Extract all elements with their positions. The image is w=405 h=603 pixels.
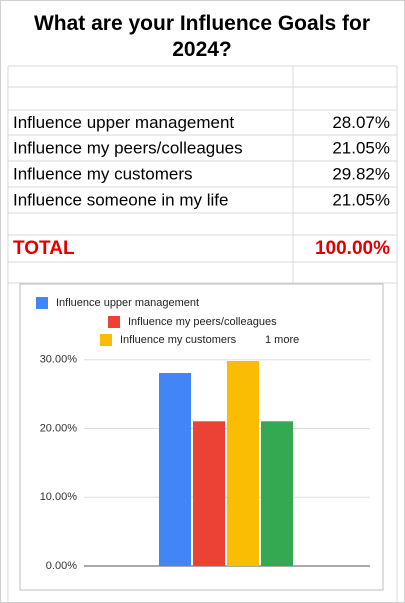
legend-more: 1 more <box>265 334 299 346</box>
row-label: Influence someone in my life <box>13 190 228 209</box>
y-tick-label: 0.00% <box>46 560 77 572</box>
bar <box>193 421 225 566</box>
legend-label: Influence upper management <box>56 297 199 309</box>
legend-swatch <box>36 297 48 309</box>
row-label: Influence my peers/colleagues <box>13 138 243 157</box>
bar <box>261 421 293 566</box>
y-tick-label: 20.00% <box>40 422 78 434</box>
title-line: 2024? <box>172 38 232 61</box>
row-label: Influence upper management <box>13 113 234 132</box>
title-line: What are your Influence Goals for <box>34 12 370 35</box>
row-value: 28.07% <box>332 113 390 132</box>
total-label: TOTAL <box>13 238 75 259</box>
legend-swatch <box>108 316 120 328</box>
bar <box>227 360 259 566</box>
row-value: 21.05% <box>332 190 390 209</box>
legend-label: Influence my peers/colleagues <box>128 316 277 328</box>
legend-swatch <box>100 334 112 346</box>
y-tick-label: 10.00% <box>40 491 78 503</box>
legend-label: Influence my customers <box>120 334 237 346</box>
row-value: 29.82% <box>332 164 390 183</box>
title: What are your Influence Goals for 2024? <box>34 12 370 61</box>
total-value: 100.00% <box>315 238 390 259</box>
y-tick-label: 30.00% <box>40 354 78 366</box>
bar <box>159 373 191 566</box>
row-label: Influence my customers <box>13 164 193 183</box>
row-value: 21.05% <box>332 138 390 157</box>
